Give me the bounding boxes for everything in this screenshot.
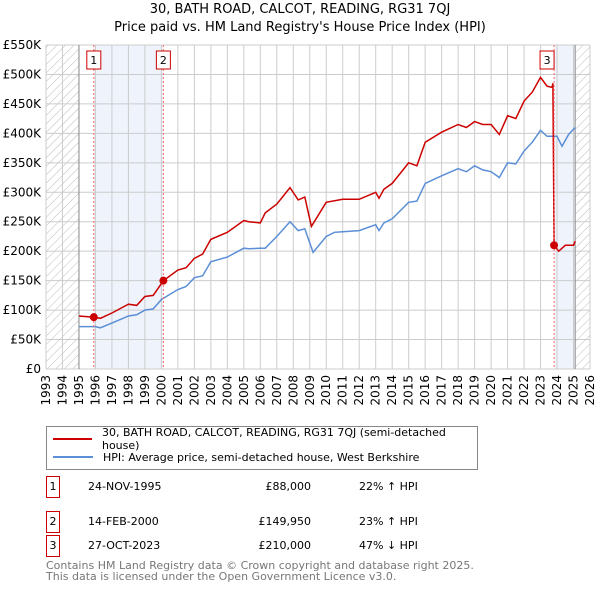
chart-title: 30, BATH ROAD, CALCOT, READING, RG31 7QJ: [149, 2, 451, 17]
x-tick-label: 2011: [336, 375, 350, 406]
sale-label-box: [86, 50, 102, 70]
transaction-marker: 1: [46, 476, 60, 498]
transaction-marker: 2: [46, 511, 60, 533]
x-tick-label: 2019: [468, 375, 482, 406]
y-tick-label: £300K: [3, 185, 43, 199]
sale-point: [89, 313, 98, 322]
y-tick-label: £100K: [3, 303, 43, 317]
y-tick-label: £0: [26, 362, 41, 376]
legend-swatch: [53, 456, 93, 458]
footer-line: This data is licensed under the Open Gov…: [46, 570, 397, 583]
transaction-price: £149,950: [258, 515, 312, 528]
x-tick-label: 1996: [88, 375, 102, 406]
x-tick-label: 2018: [451, 375, 465, 406]
transaction-date: 24-NOV-1995: [88, 480, 162, 493]
chart-legend: 30, BATH ROAD, CALCOT, READING, RG31 7QJ…: [46, 426, 478, 470]
legend-label: HPI: Average price, semi-detached house,…: [103, 450, 420, 464]
transaction-row: 1 24-NOV-1995 £88,000 22% ↑ HPI: [46, 476, 446, 498]
legend-swatch: [53, 438, 92, 440]
legend-item-property: 30, BATH ROAD, CALCOT, READING, RG31 7QJ…: [53, 426, 477, 452]
transaction-hpi: 22% ↑ HPI: [359, 480, 418, 493]
x-tick-label: 2010: [319, 375, 333, 406]
x-tick-label: 2020: [484, 375, 498, 406]
x-tick-label: 2026: [583, 375, 597, 406]
y-tick-label: £200K: [3, 244, 43, 258]
y-tick-label: £350K: [3, 156, 43, 170]
x-tick-label: 1994: [55, 375, 69, 406]
sale-label: 2: [160, 54, 167, 67]
footer-line: Contains HM Land Registry data © Crown c…: [46, 559, 474, 572]
x-tick-label: 2025: [567, 375, 581, 406]
transaction-date: 14-FEB-2000: [88, 515, 159, 528]
series-line: [78, 76, 576, 320]
x-tick-label: 2001: [171, 375, 185, 406]
x-tick-label: 2013: [369, 375, 383, 406]
y-tick-label: £250K: [3, 215, 43, 229]
x-tick-label: 1993: [39, 375, 53, 406]
sale-label: 3: [544, 54, 551, 67]
x-tick-label: 1995: [72, 375, 86, 406]
transaction-marker: 3: [46, 535, 60, 557]
sale-point: [159, 276, 168, 285]
x-tick-label: 2008: [286, 375, 300, 406]
transaction-row: 3 27-OCT-2023 £210,000 47% ↓ HPI: [46, 535, 446, 557]
sale-label: 1: [90, 54, 97, 67]
x-tick-label: 2005: [237, 375, 251, 406]
x-tick-label: 1997: [105, 375, 119, 406]
legend-item-hpi: HPI: Average price, semi-detached house,…: [53, 449, 419, 465]
chart-subtitle: Price paid vs. HM Land Registry's House …: [114, 20, 486, 35]
transaction-price: £210,000: [258, 539, 312, 552]
y-tick-label: £150K: [3, 274, 43, 288]
y-tick-label: £400K: [3, 126, 43, 140]
x-tick-label: 2000: [154, 375, 168, 406]
x-tick-label: 2024: [550, 375, 564, 406]
sale-label-box: [155, 50, 171, 70]
transaction-price: £88,000: [265, 480, 312, 493]
x-tick-label: 1998: [121, 375, 135, 406]
price-chart: 1993 1994 1995 1996 1997 1998 1999 2000 2001 2002…: [3, 38, 597, 406]
transaction-row: 2 14-FEB-2000 £149,950 23% ↑ HPI: [46, 511, 446, 533]
x-tick-label: 1999: [138, 375, 152, 406]
sale-point: [550, 241, 559, 250]
x-tick-label: 2014: [385, 375, 399, 406]
x-tick-label: 2007: [270, 375, 284, 406]
transaction-date: 27-OCT-2023: [88, 539, 161, 552]
x-tick-label: 2023: [534, 375, 548, 406]
series-line: [79, 126, 576, 329]
legend-label: 30, BATH ROAD, CALCOT, READING, RG31 7QJ…: [101, 426, 446, 452]
hatched-region: [575, 45, 590, 369]
transaction-hpi: 47% ↓ HPI: [359, 539, 418, 552]
transaction-hpi: 23% ↑ HPI: [359, 515, 418, 528]
y-tick-label: £450K: [3, 97, 43, 111]
footer-attribution: Contains HM Land Registry data © Crown c…: [46, 560, 474, 582]
x-tick-label: 2022: [517, 375, 531, 406]
x-tick-label: 2015: [402, 375, 416, 406]
x-tick-label: 2021: [501, 375, 515, 406]
y-tick-label: £550K: [3, 38, 43, 52]
shaded-region: [554, 45, 576, 369]
sale-label-box: [539, 50, 555, 70]
x-tick-label: 2017: [435, 375, 449, 406]
x-tick-label: 2012: [352, 375, 366, 406]
x-tick-label: 2003: [204, 375, 218, 406]
x-tick-label: 2002: [187, 375, 201, 406]
x-tick-label: 2009: [303, 375, 317, 406]
y-tick-label: £500K: [3, 67, 43, 81]
y-tick-label: £50K: [10, 333, 42, 347]
x-tick-label: 2004: [220, 375, 234, 406]
x-tick-label: 2016: [418, 375, 432, 406]
x-tick-label: 2006: [253, 375, 267, 406]
